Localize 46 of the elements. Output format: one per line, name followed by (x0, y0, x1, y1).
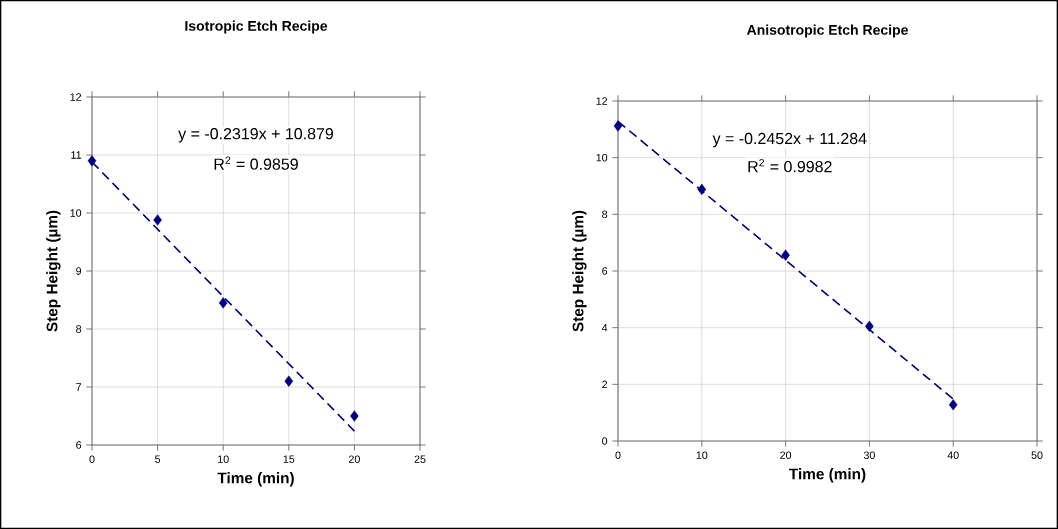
y-axis-title: Step Height (µm) (46, 210, 61, 332)
x-tick-label: 5 (155, 455, 161, 463)
annotation: y = -0.2319x + 10.879 (178, 128, 334, 143)
y-tick-label: 6 (602, 267, 608, 275)
y-tick-label: 2 (602, 380, 608, 389)
y-tick-label: 0 (602, 437, 608, 445)
point (613, 120, 623, 132)
y-tick-label: 4 (601, 323, 608, 332)
point (350, 410, 359, 422)
chart-title: Isotropic Etch Recipe (185, 20, 328, 34)
x-tick-label: 50 (1031, 451, 1043, 459)
x-axis-title: Time (min) (789, 468, 866, 483)
x-tick-label: 20 (780, 451, 792, 459)
y-tick-label: 10 (596, 153, 608, 162)
point (865, 320, 874, 332)
annotation: R$^{2}$ = 0.9859 (214, 156, 298, 170)
annotation: R$^{2}$ = 0.9982 (748, 158, 832, 173)
y-tick-label: 11 (71, 151, 82, 159)
point (948, 399, 958, 411)
point (218, 297, 228, 309)
point (87, 155, 97, 167)
x-tick-label: 10 (218, 455, 229, 463)
point (697, 183, 707, 195)
x-tick-label: 10 (696, 451, 708, 459)
x-tick-label: 0 (615, 451, 621, 459)
y-tick-label: 12 (70, 93, 82, 101)
y-axis-title: Step Height (µm) (572, 210, 587, 332)
x-tick-label: 40 (947, 451, 959, 459)
x-tick-label: 25 (414, 455, 426, 463)
point (781, 249, 790, 261)
x-tick-label: 15 (283, 455, 295, 463)
x-tick-label: 30 (863, 451, 875, 459)
x-axis-title: Time (min) (217, 472, 294, 487)
y-tick-label: 9 (76, 267, 82, 275)
annotation: y = -0.2452x + 11.284 (712, 132, 867, 148)
point (153, 214, 162, 226)
y-tick-label: 8 (76, 325, 82, 333)
y-tick-label: 12 (596, 97, 608, 105)
y-tick-label: 8 (602, 210, 608, 219)
chart-title: Anisotropic Etch Recipe (746, 24, 908, 38)
point (284, 375, 294, 387)
x-tick-label: 20 (349, 455, 360, 463)
y-tick-label: 7 (76, 383, 82, 391)
y-tick-label: 10 (70, 209, 82, 217)
y-tick-label: 6 (76, 441, 82, 449)
x-tick-label: 0 (89, 455, 95, 463)
